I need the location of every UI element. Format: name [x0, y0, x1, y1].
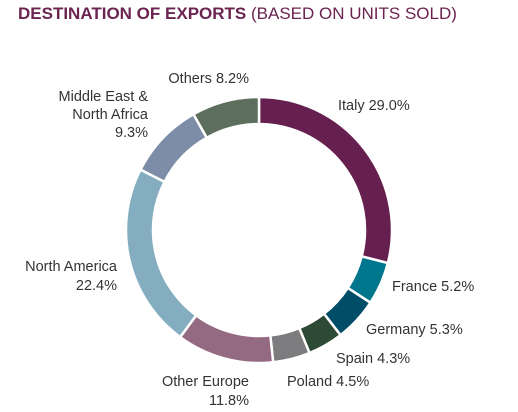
donut-slices — [124, 95, 394, 365]
slice-other-europe — [178, 313, 275, 365]
label-italy: Italy 29.0% — [338, 98, 410, 114]
label-north-america: North America 22.4% — [25, 259, 118, 294]
slice-others — [191, 95, 261, 140]
label-poland: Poland 4.5% — [287, 374, 369, 390]
label-others: Others 8.2% — [168, 71, 249, 87]
slice-italy — [257, 95, 394, 265]
label-spain: Spain 4.3% — [336, 351, 410, 367]
slice-middle-east-north-africa — [138, 112, 209, 184]
chart-title-main: DESTINATION OF EXPORTS — [18, 4, 247, 23]
label-germany: Germany 5.3% — [366, 322, 463, 338]
slice-labels: Italy 29.0% France 5.2% Germany 5.3% Spain … — [25, 71, 474, 409]
slice-north-america — [124, 167, 198, 339]
label-other-europe: Other Europe 11.8% — [162, 374, 249, 409]
label-france: France 5.2% — [392, 279, 474, 295]
label-middle-east-north-africa: Middle East & North Africa 9.3% — [59, 89, 149, 141]
chart-title: DESTINATION OF EXPORTS (BASED ON UNITS S… — [18, 4, 457, 24]
chart-subtitle: (BASED ON UNITS SOLD) — [251, 4, 457, 23]
